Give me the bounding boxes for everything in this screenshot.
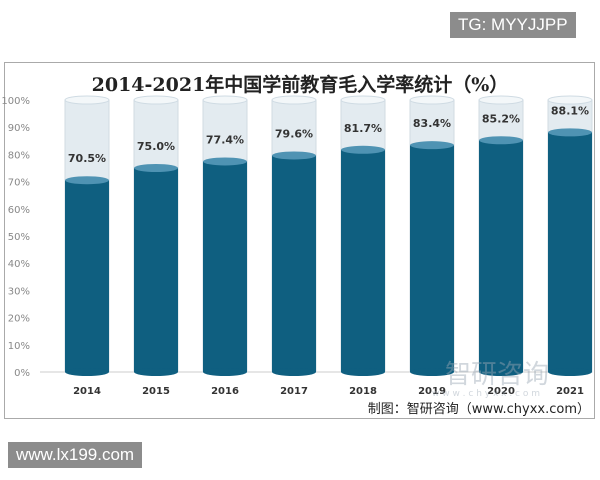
bar-top	[479, 136, 523, 145]
y-tick-label: 60%	[8, 205, 30, 216]
bar-track-top	[340, 95, 386, 105]
y-tick-label: 50%	[8, 232, 30, 243]
bar-track-top	[271, 95, 317, 105]
bar-top	[203, 157, 247, 166]
bar	[479, 140, 523, 372]
bar-top	[341, 145, 385, 154]
y-tick-label: 20%	[8, 314, 30, 325]
bar-bottom	[203, 368, 247, 376]
x-tick-label: 2016	[211, 386, 239, 397]
data-label: 85.2%	[482, 112, 520, 125]
bar-bottom	[272, 368, 316, 376]
bar-track-top	[133, 95, 179, 105]
bar-bottom	[341, 368, 385, 376]
bar-track-top	[202, 95, 248, 105]
watermark-top-right: TG: MYYJJPP	[450, 12, 576, 38]
bar-top	[134, 164, 178, 172]
bar	[548, 132, 592, 372]
y-tick-label: 0%	[14, 368, 30, 379]
chart-title: 2014-2021年中国学前教育毛入学率统计（%）	[91, 74, 509, 96]
watermark-logo: 智研咨询	[445, 360, 549, 390]
data-label: 77.4%	[206, 133, 244, 146]
x-tick-label: 2019	[418, 386, 446, 397]
chart-frame	[4, 62, 595, 419]
bar-top	[272, 151, 316, 160]
y-tick-label: 80%	[8, 150, 30, 161]
data-label: 88.1%	[551, 104, 589, 117]
watermark-logo-url: w w w . c h y x x . c o m	[432, 389, 540, 399]
watermark-bottom-left: www.lx199.com	[8, 442, 143, 468]
bar-top	[65, 176, 109, 185]
bar-track-top	[478, 95, 524, 105]
x-tick-label: 2017	[280, 386, 308, 397]
bar-bottom	[479, 368, 523, 376]
x-tick-label: 2015	[142, 386, 170, 397]
bar-track-top	[409, 95, 455, 105]
bar	[272, 155, 316, 372]
x-tick-label: 2014	[73, 386, 101, 397]
bar	[341, 149, 385, 372]
y-tick-label: 10%	[8, 341, 30, 352]
source-note: 制图：智研咨询（www.chyxx.com）	[367, 402, 590, 417]
bar-top	[410, 141, 454, 150]
y-tick-label: 70%	[8, 178, 30, 189]
bar-bottom	[548, 368, 592, 376]
bar-bottom	[134, 368, 178, 376]
data-label: 83.4%	[413, 117, 451, 130]
data-label: 70.5%	[68, 152, 106, 165]
x-tick-label: 2020	[487, 386, 515, 397]
bar-track-top	[547, 95, 593, 105]
y-tick-label: 30%	[8, 286, 30, 297]
data-label: 79.6%	[275, 127, 313, 140]
y-tick-label: 40%	[8, 259, 30, 270]
bar-track-top	[64, 95, 110, 105]
data-label: 81.7%	[344, 122, 382, 135]
bar-top	[548, 128, 592, 137]
bar-bottom	[410, 368, 454, 376]
bar	[134, 168, 178, 372]
bar	[410, 145, 454, 372]
y-tick-label: 100%	[1, 96, 30, 107]
bar-bottom	[65, 368, 109, 376]
data-label: 75.0%	[137, 140, 175, 153]
y-tick-label: 90%	[8, 123, 30, 134]
bar	[203, 161, 247, 372]
x-tick-label: 2021	[556, 386, 584, 397]
bar	[65, 180, 109, 372]
x-tick-label: 2018	[349, 386, 377, 397]
